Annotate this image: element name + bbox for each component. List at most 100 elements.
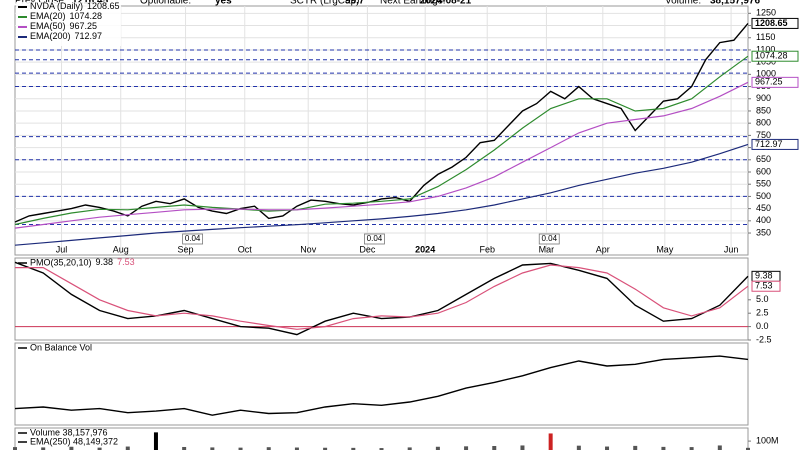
- legend-name: EMA(200): [30, 31, 71, 41]
- header-label: SCTR (LrgCap):: [290, 0, 362, 7]
- volume-bar: [125, 446, 130, 450]
- volume-bar: [238, 447, 243, 450]
- volume-bar: [605, 446, 610, 450]
- volume-bar: [435, 446, 440, 450]
- header-label: Optionable:: [140, 0, 191, 7]
- annotation-box: [182, 233, 204, 245]
- volume-bar: [69, 446, 74, 450]
- volume-bar: [464, 446, 469, 450]
- annotation-label: 0.04: [541, 234, 557, 243]
- panel-frame: [14, 427, 749, 450]
- header-value: yes: [215, 0, 232, 7]
- legend-entry: EMA(50) 967.25: [30, 21, 97, 31]
- last-value-label: 9.38: [755, 271, 773, 281]
- header-value: 38,157,976: [710, 0, 760, 7]
- volume-bar: [210, 447, 215, 450]
- volume-bar: [492, 446, 497, 450]
- series-line: [14, 355, 749, 416]
- x-tick-label: Aug: [113, 244, 129, 254]
- legend-name: NVDA (Daily): [30, 1, 83, 11]
- y-tick-label: -2.5: [756, 334, 772, 344]
- x-tick-label: Mar: [539, 244, 555, 254]
- y-tick-label: 750: [756, 130, 771, 140]
- last-value-box: [751, 138, 799, 150]
- annotation-label: 0.04: [185, 234, 201, 243]
- last-value-box: [751, 280, 781, 292]
- legend-entry: Volume 38,157,976: [30, 427, 108, 437]
- header-label: Next Earnings:: [380, 0, 446, 7]
- volume-bar: [351, 447, 356, 450]
- last-value-box: [751, 76, 799, 88]
- legend-value: 1074.28: [70, 11, 103, 21]
- legend-entry: PMO(35,20,10) 9.38 7.53: [30, 257, 135, 267]
- x-tick-label: Jul: [56, 244, 68, 254]
- last-value-label: 1208.65: [755, 18, 788, 28]
- y-tick-label: 1150: [756, 32, 775, 42]
- y-tick-label: 650: [756, 154, 771, 164]
- annotation-label: 0.04: [367, 234, 383, 243]
- y-tick-label: 350: [756, 227, 771, 237]
- volume-bar: [717, 445, 722, 450]
- y-tick-label: 600: [756, 166, 771, 176]
- y-tick-label: 450: [756, 203, 771, 213]
- panel-frame: [14, 342, 749, 426]
- volume-bar: [266, 447, 271, 450]
- y-tick-label: 2.5: [756, 308, 769, 318]
- panel-frame: [14, 5, 749, 256]
- legend-box: [16, 2, 121, 46]
- series-line: [15, 264, 749, 330]
- series-line: [14, 261, 749, 336]
- volume-bar: [41, 447, 46, 450]
- x-tick-label: May: [656, 244, 674, 254]
- legend-entry: EMA(250) 48,149,372: [30, 436, 118, 446]
- x-tick-label: Oct: [238, 244, 253, 254]
- last-value-label: 712.97: [755, 139, 783, 149]
- legend-entry: On Balance Vol: [30, 342, 92, 352]
- legend-entry: EMA(200) 712.97: [30, 31, 102, 41]
- y-tick-label: 1000: [756, 69, 776, 79]
- volume-bar: [689, 447, 694, 450]
- y-tick-label: 5.0: [756, 294, 769, 304]
- y-tick-label: 500: [756, 191, 771, 201]
- volume-bar: [576, 445, 581, 450]
- last-value-label: 7.53: [755, 281, 773, 291]
- volume-bar: [153, 432, 158, 450]
- last-value-box: [751, 50, 799, 62]
- last-value-label: 967.25: [755, 77, 783, 87]
- volume-bar: [379, 448, 384, 450]
- annotation-box: [538, 233, 560, 245]
- header-value: 99.7: [345, 0, 365, 7]
- y-tick-label: 550: [756, 179, 771, 189]
- y-tick-label: 400: [756, 215, 771, 225]
- x-tick-label: Dec: [359, 244, 376, 254]
- panel-frame: [14, 257, 749, 341]
- y-tick-label: 0.0: [756, 321, 769, 331]
- x-tick-label: Sep: [178, 244, 194, 254]
- legend-value: 7.53: [117, 257, 135, 267]
- x-tick-label: 2024: [415, 244, 435, 254]
- y-tick-label: 1250: [756, 8, 776, 18]
- volume-bar: [661, 446, 666, 450]
- last-value-label: 1074.28: [755, 51, 788, 61]
- volume-bar: [323, 447, 328, 450]
- y-tick-label: 1100: [756, 44, 775, 54]
- volume-bar: [520, 445, 525, 450]
- annotation-box: [364, 233, 385, 245]
- legend-entry: NVDA (Daily) 1208.65: [30, 1, 120, 11]
- volume-bar: [294, 447, 299, 450]
- y-tick-label: 900: [756, 93, 771, 103]
- last-value-box: [751, 17, 799, 29]
- x-tick-label: Nov: [300, 244, 317, 254]
- legend-value: 9.38: [96, 257, 114, 267]
- x-tick-label: Apr: [596, 244, 610, 254]
- legend-value: 1208.65: [87, 1, 120, 11]
- series-line: [14, 55, 749, 226]
- x-tick-label: Feb: [479, 244, 495, 254]
- volume-bar: [407, 447, 412, 450]
- legend-name: EMA(20): [30, 11, 66, 21]
- y-tick-label: 850: [756, 105, 771, 115]
- volume-bar: [746, 447, 750, 450]
- legend-value: 967.25: [70, 21, 98, 31]
